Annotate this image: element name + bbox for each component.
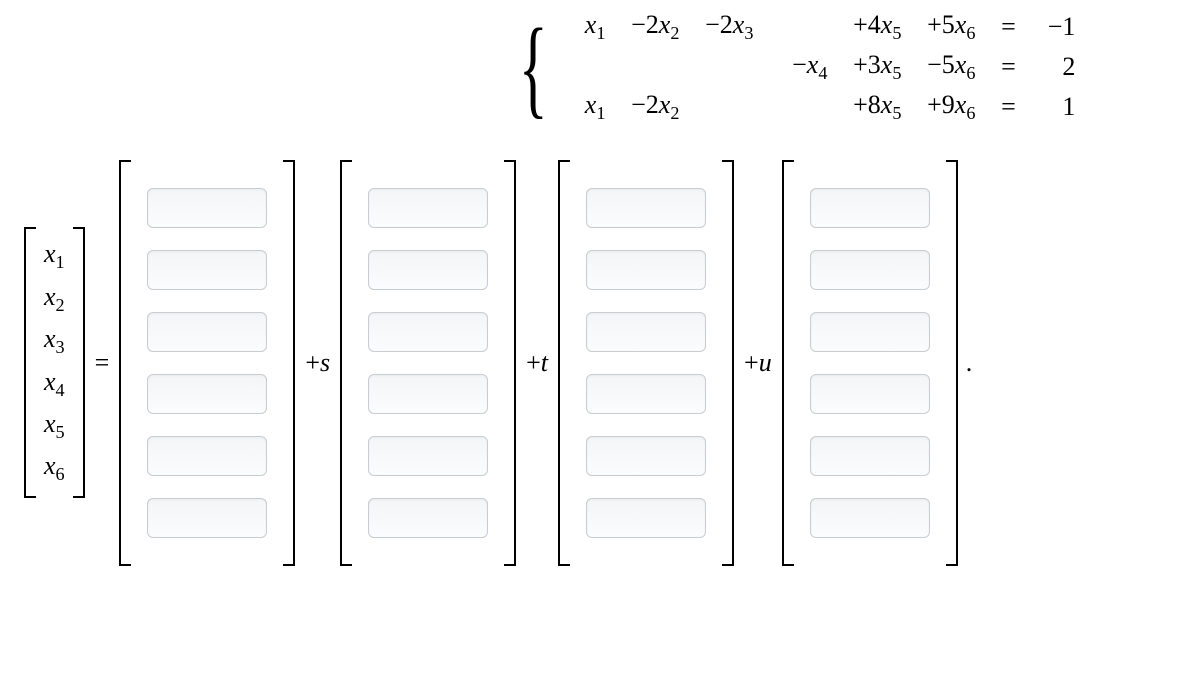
answer-input[interactable]: [586, 250, 706, 290]
answer-input[interactable]: [810, 312, 930, 352]
answer-input[interactable]: [586, 312, 706, 352]
system-term: +8x5: [849, 90, 901, 124]
linear-system: { x1−2x2−2x3 +4x5+5x6=−1 −x4+3x5−5x6=2x1…: [20, 10, 1180, 125]
equals-sign: =: [91, 348, 114, 378]
answer-input[interactable]: [586, 498, 706, 538]
system-term: [553, 52, 605, 82]
answer-input[interactable]: [810, 436, 930, 476]
vector-variable: x3: [44, 326, 65, 356]
system-term: +4x5: [849, 10, 901, 44]
system-term: [701, 92, 753, 122]
answer-vector-3: [558, 160, 734, 566]
equals-sign: =: [997, 52, 1019, 82]
vector-variable: x4: [44, 369, 65, 399]
vector-equation: x1 x2 x3 x4 x5 x6 = +s +t +u .: [20, 160, 1180, 566]
vector-variable: x6: [44, 453, 65, 483]
answer-input[interactable]: [147, 250, 267, 290]
answer-input[interactable]: [586, 374, 706, 414]
answer-input[interactable]: [147, 312, 267, 352]
system-rhs: −1: [1041, 12, 1075, 42]
system-term: −x4: [775, 50, 827, 84]
answer-input[interactable]: [147, 498, 267, 538]
vector-variable: x1: [44, 241, 65, 271]
answer-input[interactable]: [147, 374, 267, 414]
lhs-vector: x1 x2 x3 x4 x5 x6: [24, 227, 85, 497]
page-root: { x1−2x2−2x3 +4x5+5x6=−1 −x4+3x5−5x6=2x1…: [0, 0, 1200, 576]
vector-variable: x5: [44, 411, 65, 441]
system-term: [775, 12, 827, 42]
answer-input[interactable]: [810, 374, 930, 414]
system-term: [627, 52, 679, 82]
answer-input[interactable]: [368, 188, 488, 228]
vector-variable: x2: [44, 284, 65, 314]
answer-input[interactable]: [368, 374, 488, 414]
answer-input[interactable]: [368, 250, 488, 290]
system-term: x1: [553, 10, 605, 44]
system-brace: {: [518, 17, 547, 117]
answer-input[interactable]: [810, 498, 930, 538]
plus-u-label: +u: [740, 348, 776, 378]
answer-input[interactable]: [147, 436, 267, 476]
answer-input[interactable]: [586, 436, 706, 476]
answer-input[interactable]: [368, 436, 488, 476]
system-term: −2x3: [701, 10, 753, 44]
system-term: +3x5: [849, 50, 901, 84]
system-term: +9x6: [923, 90, 975, 124]
answer-input[interactable]: [810, 188, 930, 228]
answer-input[interactable]: [368, 312, 488, 352]
equals-sign: =: [997, 12, 1019, 42]
answer-input[interactable]: [147, 188, 267, 228]
system-term: [775, 92, 827, 122]
system-grid: x1 −2x2 −2x3 +4x5 +5x6 = −1 −x4 +3x5 −5x6 = 2 x1 −2…: [553, 10, 1075, 125]
answer-vector-4: [782, 160, 958, 566]
system-term: x1: [553, 90, 605, 124]
plus-t-label: +t: [522, 348, 552, 378]
system-term: [701, 52, 753, 82]
answer-vector-2: [340, 160, 516, 566]
system-term: −2x2: [627, 10, 679, 44]
equals-sign: =: [997, 92, 1019, 122]
system-term: −2x2: [627, 90, 679, 124]
answer-input[interactable]: [586, 188, 706, 228]
system-rhs: 1: [1041, 92, 1075, 122]
system-term: +5x6: [923, 10, 975, 44]
answer-input[interactable]: [810, 250, 930, 290]
answer-input[interactable]: [368, 498, 488, 538]
lhs-vector-entries: x1 x2 x3 x4 x5 x6: [36, 227, 73, 497]
answer-vector-1: [119, 160, 295, 566]
system-term: −5x6: [923, 50, 975, 84]
trailing-period: .: [964, 348, 973, 378]
system-rhs: 2: [1041, 52, 1075, 82]
plus-s-label: +s: [301, 348, 334, 378]
